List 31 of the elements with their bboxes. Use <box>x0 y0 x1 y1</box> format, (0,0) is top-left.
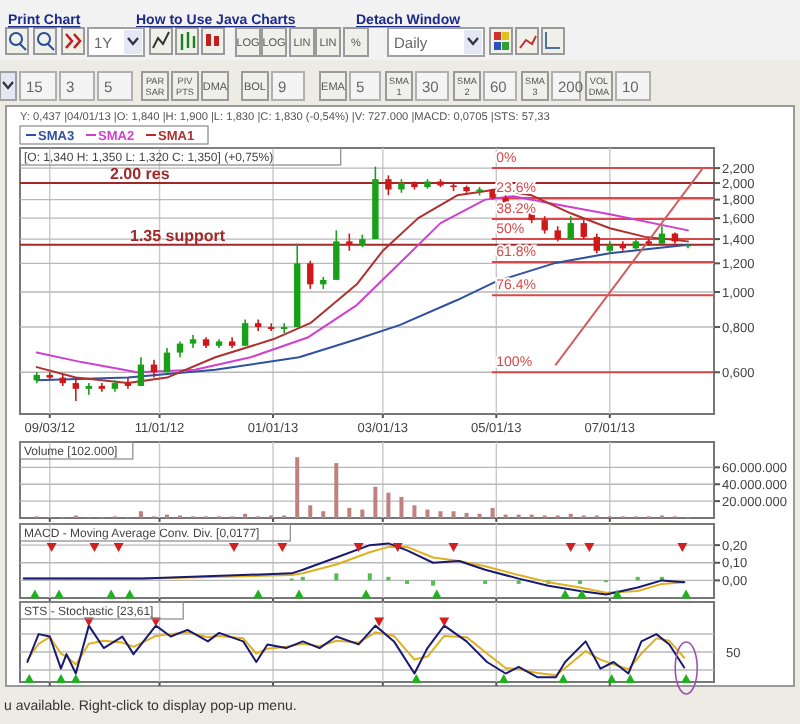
line-series <box>35 243 689 382</box>
candlestick <box>593 232 600 254</box>
candlestick <box>85 382 93 396</box>
candlestick <box>333 229 340 281</box>
ref-line-label: 1.35 support <box>130 226 226 245</box>
bar <box>138 511 143 518</box>
bar <box>308 505 313 518</box>
bar <box>386 492 391 518</box>
candlestick <box>267 322 275 332</box>
candlestick <box>307 259 314 290</box>
bar <box>347 507 352 518</box>
ref-line-label: 2.00 res <box>110 165 171 184</box>
candlestick <box>72 376 80 402</box>
bar <box>334 463 339 518</box>
bar <box>295 457 300 518</box>
candlestick <box>241 318 249 347</box>
bar <box>373 486 378 518</box>
candlestick <box>281 322 288 334</box>
bar <box>438 511 443 518</box>
bar <box>451 511 456 518</box>
bar <box>490 507 495 518</box>
candlestick <box>163 347 171 374</box>
candlestick <box>137 356 145 387</box>
bar <box>321 511 326 518</box>
bar <box>399 496 404 518</box>
bar <box>412 505 417 518</box>
bar <box>464 512 469 518</box>
candlestick <box>385 174 392 197</box>
candlestick <box>580 219 587 240</box>
bar <box>360 509 365 518</box>
bar <box>425 509 430 518</box>
